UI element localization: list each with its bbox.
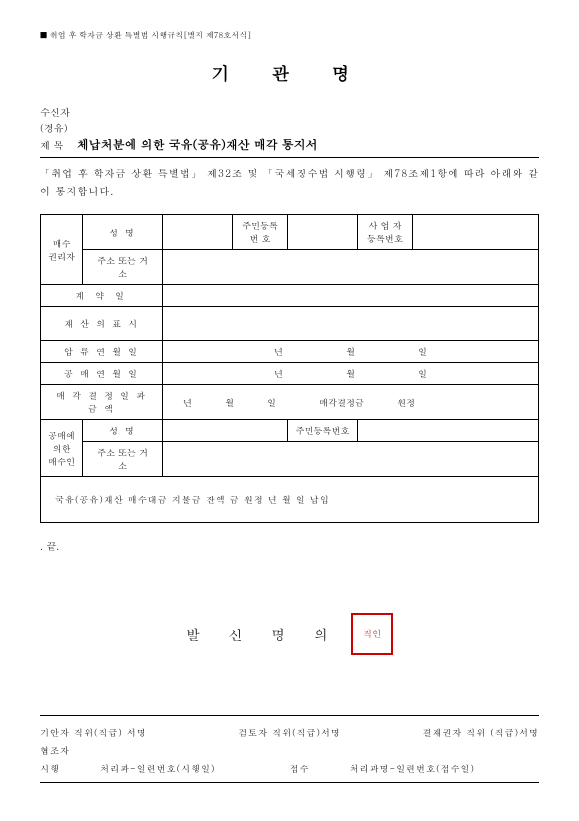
cell-contract-date-label: 계 약 일: [41, 285, 163, 307]
cell-name-label-2: 성 명: [83, 420, 163, 442]
subject-line: 제 목 체납처분에 의한 국유(공유)재산 매각 통지서: [40, 136, 539, 158]
day-label-3: 일: [267, 396, 276, 409]
subject-label: 제 목: [40, 138, 63, 152]
cell-property-label: 재 산 의 표 시: [41, 307, 163, 341]
cell-name-val: [163, 215, 233, 250]
body-text: 「취업 후 학자금 상환 특별법」 제32조 및 「국세징수법 시행령」 제78…: [40, 164, 539, 200]
divider-bottom: [40, 782, 539, 783]
footer-drafter: 기안자 직위(직급) 서명: [40, 724, 206, 742]
wonjeong-label: 원정: [397, 396, 415, 409]
month-label-3: 월: [225, 396, 234, 409]
footer-approver: 결재권자 직위 (직급)서명: [373, 724, 539, 742]
sender-row: 발 신 명 의 직인: [40, 613, 539, 655]
footer-exec-label: 시행: [40, 760, 80, 778]
cell-rrn-label: 주민등록번 호: [233, 215, 288, 250]
cell-seizure-val: 년 월 일: [163, 341, 539, 363]
cell-rrn-label-2: 주민등록번호: [288, 420, 358, 442]
footer-row-1: 기안자 직위(직급) 서명 검토자 직위(직급)서명 결재권자 직위 (직급)서…: [40, 724, 539, 742]
cell-seizure-label: 압 류 연 월 일: [41, 341, 163, 363]
cell-sale-val: 년 월 일 매각결정금 원정: [163, 385, 539, 420]
header-note: ■ 취업 후 학자금 상환 특별법 시행규칙[별지 제78호서식]: [40, 30, 539, 41]
cell-property-val: [163, 307, 539, 341]
form-table: 매수권리자 성 명 주민등록번 호 사 업 자등록번호 주소 또는 거소 계 약…: [40, 214, 539, 523]
cell-biz-label: 사 업 자등록번호: [358, 215, 413, 250]
footer-row-3: 시행 처리과-일련번호(시행일) 접수 처리과명-일련번호(접수일): [40, 760, 539, 778]
cell-addr-label: 주소 또는 거소: [83, 250, 163, 285]
cell-auction-buyer: 공매에의한매수인: [41, 420, 83, 477]
org-title: 기 관 명: [40, 61, 539, 86]
stamp-box: 직인: [351, 613, 393, 655]
cell-rrn-val-2: [358, 420, 539, 442]
month-label-2: 월: [346, 367, 355, 380]
cell-name-label: 성 명: [83, 215, 163, 250]
footer-coop: 협조자: [40, 742, 539, 760]
cell-name-val-2: [163, 420, 288, 442]
cell-auction-val: 년 월 일: [163, 363, 539, 385]
month-label: 월: [346, 345, 355, 358]
end-mark: . 끝.: [40, 539, 539, 553]
cell-auction-label: 공 매 연 월 일: [41, 363, 163, 385]
day-label: 일: [418, 345, 427, 358]
sale-amt-label: 매각결정금: [319, 396, 364, 409]
cell-addr-label-2: 주소 또는 거소: [83, 442, 163, 477]
cell-addr-val: [163, 250, 539, 285]
year-label-3: 년: [183, 396, 192, 409]
year-label: 년: [274, 345, 283, 358]
subject-text: 체납처분에 의한 국유(공유)재산 매각 통지서: [77, 136, 318, 153]
divider-top: [40, 715, 539, 716]
cell-balance: 국유(공유)재산 매수대금 지불금 잔액 금 원정 년 월 일 납입: [41, 477, 539, 523]
footer-exec-val: 처리과-일련번호(시행일): [80, 760, 290, 778]
footer-reviewer: 검토자 직위(직급)서명: [206, 724, 372, 742]
cell-biz-val: [413, 215, 539, 250]
year-label-2: 년: [274, 367, 283, 380]
cell-buyer-mgr: 매수권리자: [41, 215, 83, 285]
recipient-line: 수신자: [40, 104, 539, 120]
day-label-2: 일: [418, 367, 427, 380]
cell-contract-date-val: [163, 285, 539, 307]
cell-addr-val-2: [163, 442, 539, 477]
cell-sale-label: 매 각 결 정 일 과금 액: [41, 385, 163, 420]
via-line: (경유): [40, 120, 539, 136]
sender-label: 발 신 명 의: [186, 624, 340, 644]
footer-receive-val: 처리과명-일련번호(접수일): [330, 760, 540, 778]
cell-rrn-val: [288, 215, 358, 250]
footer-receive-label: 접수: [290, 760, 330, 778]
